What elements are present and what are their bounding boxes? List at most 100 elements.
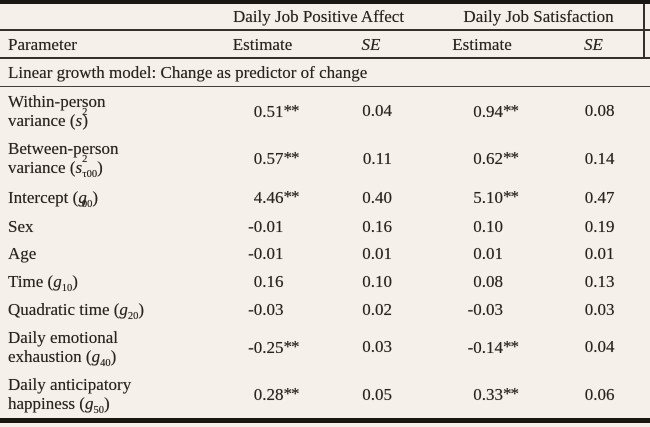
parameter-label-close: )	[92, 187, 98, 207]
estimate-cell: 0.57**	[253, 148, 300, 168]
column-header-row: Parameter Estimate SE Estimate SE	[0, 30, 650, 59]
parameter-cell: Age	[0, 240, 210, 267]
column-header-estimate-1: Estimate	[210, 30, 315, 59]
parameter-label: Quadratic time (	[8, 299, 120, 319]
table-row: Time (g10) 0.16 0.10 0.08 0.13	[0, 267, 650, 295]
parameter-label: Intercept (	[8, 187, 79, 207]
se-cell: 0.05	[362, 384, 392, 404]
se-cell: 0.19	[584, 216, 615, 236]
parameter-label-close: )	[82, 110, 89, 130]
parameter-cell: Sex	[0, 212, 210, 240]
estimate-cell: -0.14**	[467, 336, 519, 357]
parameter-label-close: )	[72, 271, 78, 291]
estimate-cell: 0.08	[473, 271, 503, 291]
se-cell: 0.40	[362, 187, 392, 207]
parameter-label-close: )	[110, 346, 117, 366]
parameter-cell: Intercept (g00)	[0, 182, 210, 212]
estimate-cell: 5.10**	[473, 187, 519, 207]
se-cell: 0.06	[584, 384, 615, 404]
se-cell: 0.04	[362, 101, 392, 120]
parameter-label-close: )	[138, 299, 145, 319]
estimate-cell: 0.28**	[253, 384, 300, 404]
table-row: Age -0.01 0.01 0.01 0.01	[0, 240, 650, 267]
se-cell: 0.16	[362, 216, 392, 236]
se-cell: 0.03	[584, 299, 615, 319]
parameter-symbol: g	[91, 346, 101, 366]
span-header-empty-cell	[0, 2, 210, 31]
estimate-cell: 0.10	[473, 216, 503, 236]
span-header-positive-affect: Daily Job Positive Affect	[210, 2, 427, 31]
column-header-parameter: Parameter	[0, 30, 210, 59]
parameter-label: Sex	[8, 216, 34, 236]
parameter-label-close: )	[97, 158, 103, 177]
parameter-cell: Daily anticipatory happiness (g50)	[0, 370, 210, 421]
column-header-se-2: SE	[537, 30, 650, 59]
parameter-label-close: )	[103, 394, 110, 413]
se-cell: 0.01	[362, 244, 392, 263]
parameter-cell: Quadratic time (g20)	[0, 295, 210, 323]
se-cell: 0.01	[584, 244, 615, 263]
parameter-symbol: g	[119, 299, 128, 319]
parameter-symbol: g	[53, 271, 62, 291]
parameter-label: Daily emotional exhaustion (	[8, 327, 119, 366]
se-cell: 0.14	[584, 148, 615, 168]
parameter-symbol: g	[84, 394, 94, 413]
section-header: Linear growth model: Change as predictor…	[0, 58, 650, 87]
estimate-cell: 0.01	[473, 244, 503, 263]
estimate-cell: 0.51**	[253, 100, 300, 121]
estimate-cell: 0.62**	[473, 148, 519, 168]
parameter-superscript: 2	[82, 106, 88, 118]
estimate-cell: -0.03	[467, 299, 503, 319]
estimate-cell: -0.25**	[248, 336, 299, 357]
parameter-subscript: τ00	[82, 169, 98, 180]
parameter-symbol: s	[75, 158, 83, 177]
table-row: Quadratic time (g20) -0.03 0.02 -0.03 0.…	[0, 295, 650, 323]
parameter-cell: Between-person variance (s2 τ00)	[0, 134, 210, 182]
table-row: Daily anticipatory happiness (g50) 0.28*…	[0, 370, 650, 421]
estimate-cell: 0.94**	[473, 100, 519, 121]
table-row: Daily emotional exhaustion (g40) -0.25**…	[0, 323, 650, 370]
parameter-cell: Time (g10)	[0, 267, 210, 295]
parameter-label: Within-person variance (	[8, 91, 106, 130]
table-row: Sex -0.01 0.16 0.10 0.19	[0, 212, 650, 240]
parameter-cell: Within-person variance (s2)	[0, 87, 210, 135]
estimate-cell: -0.01	[248, 244, 284, 263]
se-cell: 0.11	[362, 148, 392, 168]
span-header-row: Daily Job Positive Affect Daily Job Sati…	[0, 2, 650, 31]
parameter-label: Between-person variance (	[8, 139, 119, 177]
span-header-job-satisfaction: Daily Job Satisfaction	[427, 2, 650, 31]
parameter-symbol: g	[78, 187, 87, 207]
estimate-cell: -0.01	[248, 216, 284, 236]
se-cell: 0.47	[584, 187, 615, 207]
estimate-cell: 4.46**	[253, 187, 300, 207]
se-cell: 0.13	[584, 271, 615, 291]
estimate-cell: -0.03	[248, 299, 284, 319]
section-header-row: Linear growth model: Change as predictor…	[0, 58, 650, 87]
se-cell: 0.04	[584, 337, 615, 356]
parameter-superscript: 2	[82, 154, 88, 166]
parameter-subscript: 40	[100, 357, 111, 369]
header-right-border-line	[643, 4, 645, 57]
column-header-se-1: SE	[315, 30, 427, 59]
column-header-estimate-2: Estimate	[427, 30, 537, 59]
se-cell: 0.10	[362, 271, 392, 291]
parameter-label: Daily anticipatory happiness (	[8, 375, 132, 413]
parameter-label: Age	[8, 244, 37, 263]
parameter-subscript: 20	[127, 310, 139, 322]
se-cell: 0.03	[362, 337, 392, 356]
parameter-subscript: 00	[81, 198, 93, 210]
table-row: Within-person variance (s2) 0.51** 0.04 …	[0, 87, 650, 135]
table-row: Between-person variance (s2 τ00) 0.57** 0…	[0, 134, 650, 182]
estimate-cell: 0.16	[253, 271, 284, 291]
se-cell: 0.08	[584, 101, 615, 120]
se-cell: 0.02	[362, 299, 392, 319]
parameter-subscript: 50	[93, 405, 104, 416]
parameter-label: Time (	[8, 271, 54, 291]
table-row: Intercept (g00) 4.46** 0.40 5.10** 0.47	[0, 182, 650, 212]
parameter-subscript: 10	[61, 282, 73, 294]
estimate-cell: 0.33**	[473, 384, 519, 404]
parameter-cell: Daily emotional exhaustion (g40)	[0, 323, 210, 370]
parameter-symbol: s	[75, 110, 83, 130]
